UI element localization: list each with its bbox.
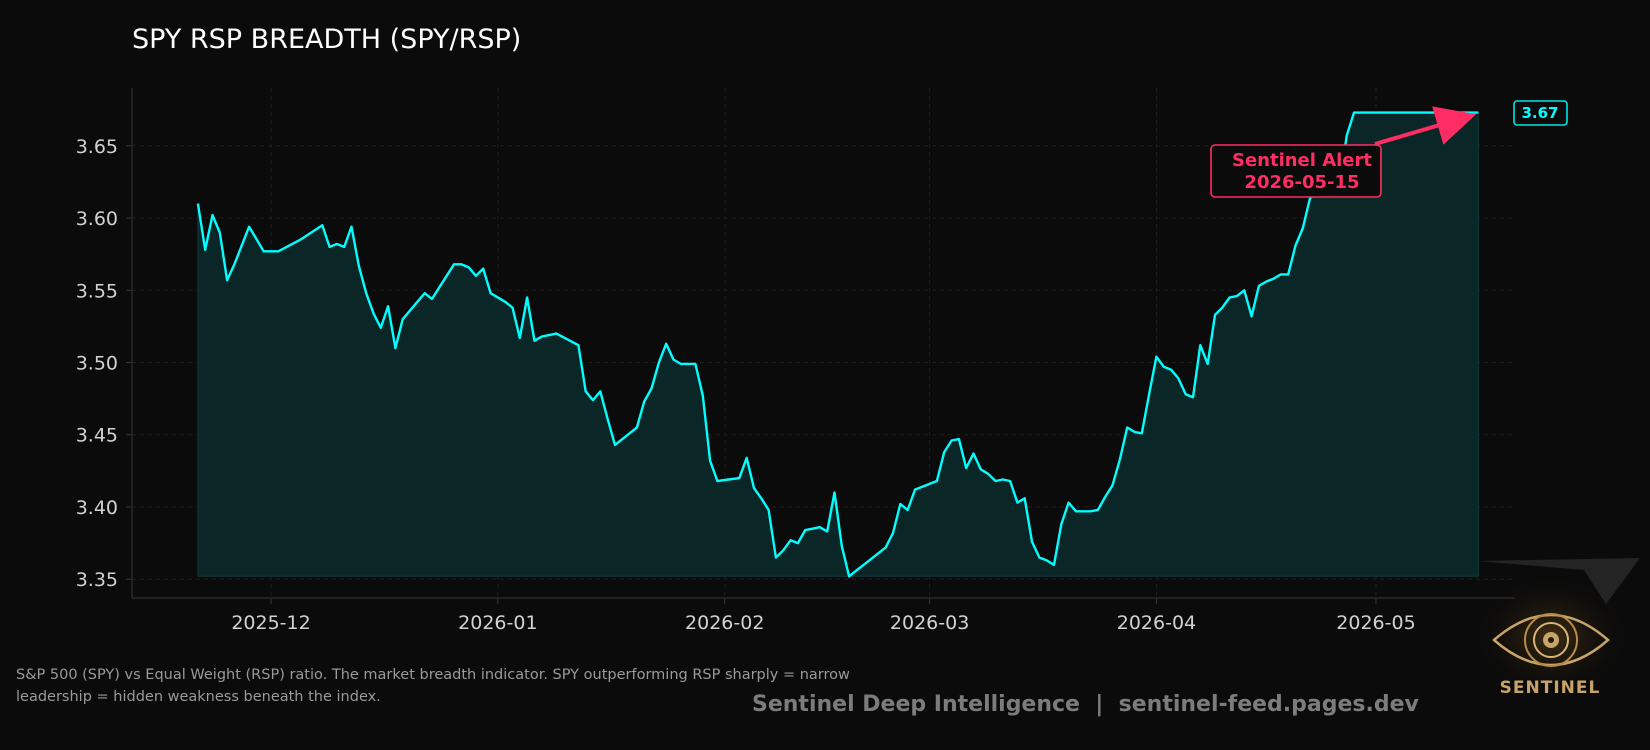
y-tick-label: 3.65 — [76, 136, 118, 158]
x-tick-label: 2026-05 — [1336, 612, 1415, 634]
axes — [126, 88, 1515, 604]
chart-caption: S&P 500 (SPY) vs Equal Weight (RSP) rati… — [16, 667, 850, 705]
series-line-spy-rsp — [196, 111, 1479, 578]
x-tick-labels: 2025-12 2026-01 2026-02 2026-03 2026-04 2026-… — [231, 612, 1415, 634]
last-value-badge: 3.67 — [1513, 100, 1568, 126]
x-tick-label: 2025-12 — [231, 612, 310, 634]
sentinel-alert-annotation: Sentinel Alert 2026-05-15 — [1210, 106, 1477, 198]
y-tick-label: 3.60 — [76, 208, 118, 230]
y-tick-label: 3.45 — [76, 425, 118, 447]
y-tick-label: 3.40 — [76, 497, 118, 519]
y-tick-label: 3.55 — [76, 280, 118, 302]
x-tick-label: 2026-01 — [458, 612, 537, 634]
alert-label-line1: Sentinel Alert — [1232, 150, 1372, 171]
alert-label-line2: 2026-05-15 — [1244, 172, 1359, 193]
y-tick-labels: 3.35 3.40 3.45 3.50 3.55 3.60 3.65 — [76, 136, 118, 591]
y-tick-label: 3.50 — [76, 353, 118, 375]
alert-box — [1210, 144, 1382, 198]
series-layer — [196, 111, 1479, 578]
last-value-box — [1513, 100, 1568, 126]
x-tick-label: 2026-03 — [890, 612, 969, 634]
logo-wordmark: SENTINEL — [1499, 678, 1601, 698]
chart-title: SPY RSP BREADTH (SPY/RSP) — [132, 24, 521, 55]
alert-arrow — [1374, 106, 1477, 146]
last-value-label: 3.67 — [1521, 104, 1558, 122]
x-tick-label: 2026-02 — [685, 612, 764, 634]
y-tick-label: 3.35 — [76, 569, 118, 591]
sentinel-eye-logo — [1471, 558, 1640, 698]
x-tick-label: 2026-04 — [1117, 612, 1196, 634]
footer-credit: Sentinel Deep Intelligence | sentinel-fe… — [752, 692, 1419, 717]
